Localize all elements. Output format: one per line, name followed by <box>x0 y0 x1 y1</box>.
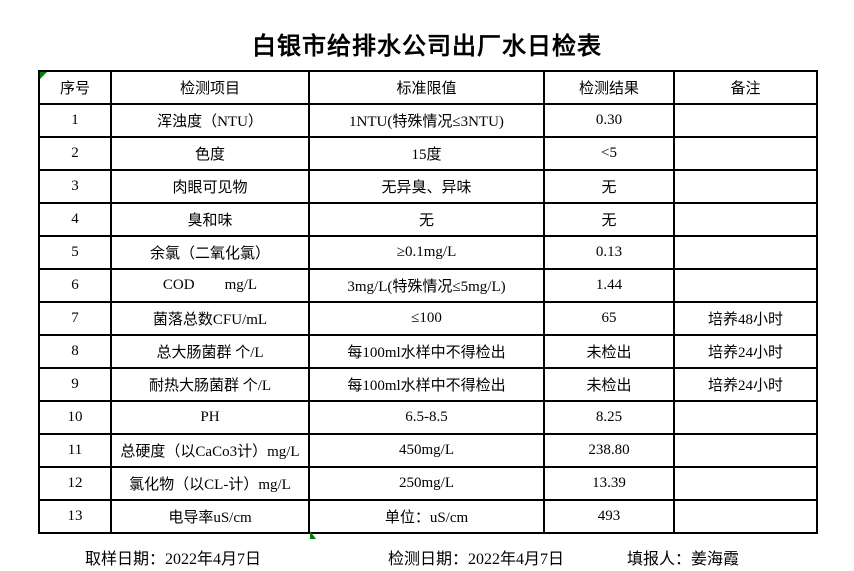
cell-no: 12 <box>38 466 112 501</box>
cell-limit: 无异臭、异味 <box>308 169 545 204</box>
cell-result: 未检出 <box>543 334 675 369</box>
cell-remark: 培养48小时 <box>673 301 818 336</box>
cell-limit: 每100ml水样中不得检出 <box>308 367 545 402</box>
green-bottom-triangle-icon <box>310 531 316 539</box>
header-result: 检测结果 <box>543 70 675 105</box>
cell-limit: ≤100 <box>308 301 545 336</box>
cell-item: 浑浊度（NTU） <box>110 103 310 138</box>
cell-remark <box>673 433 818 468</box>
footer: 取样日期：2022年4月7日 检测日期：2022年4月7日 填报人：姜海霞 <box>0 545 854 568</box>
header-no: 序号 <box>38 70 112 105</box>
inspection-table: 序号 检测项目 标准限值 检测结果 备注 1 浑浊度（NTU） 1NTU(特殊情… <box>38 70 818 534</box>
cell-no: 11 <box>38 433 112 468</box>
cell-limit: 15度 <box>308 136 545 171</box>
cell-result: 8.25 <box>543 400 675 435</box>
cell-remark <box>673 466 818 501</box>
cell-item: 臭和味 <box>110 202 310 237</box>
table-row: 12 氯化物（以CL-计）mg/L 250mg/L 13.39 <box>38 466 818 501</box>
table-row: 6 COD mg/L 3mg/L(特殊情况≤5mg/L) 1.44 <box>38 268 818 303</box>
sampling-date: 取样日期：2022年4月7日 <box>85 551 262 568</box>
green-corner-triangle-icon <box>40 72 47 79</box>
cell-result: 无 <box>543 169 675 204</box>
cell-remark <box>673 400 818 435</box>
table-row: 5 余氯（二氧化氯） ≥0.1mg/L 0.13 <box>38 235 818 270</box>
cell-remark: 培养24小时 <box>673 334 818 369</box>
cell-limit: 3mg/L(特殊情况≤5mg/L) <box>308 268 545 303</box>
table-row: 9 耐热大肠菌群 个/L 每100ml水样中不得检出 未检出 培养24小时 <box>38 367 818 402</box>
cell-no: 5 <box>38 235 112 270</box>
cell-no: 4 <box>38 202 112 237</box>
cell-result: 238.80 <box>543 433 675 468</box>
cell-remark <box>673 268 818 303</box>
table-row: 4 臭和味 无 无 <box>38 202 818 237</box>
cell-remark <box>673 103 818 138</box>
cell-item: PH <box>110 400 310 435</box>
cell-result: 无 <box>543 202 675 237</box>
cell-item: 电导率uS/cm <box>110 499 310 534</box>
table-row: 3 肉眼可见物 无异臭、异味 无 <box>38 169 818 204</box>
cell-no: 7 <box>38 301 112 336</box>
table-row: 13 电导率uS/cm 单位：uS/cm 493 <box>38 499 818 534</box>
cell-limit: 每100ml水样中不得检出 <box>308 334 545 369</box>
cell-limit: 无 <box>308 202 545 237</box>
header-limit: 标准限值 <box>308 70 545 105</box>
cell-limit: 1NTU(特殊情况≤3NTU) <box>308 103 545 138</box>
cell-item: 余氯（二氧化氯） <box>110 235 310 270</box>
cell-remark <box>673 136 818 171</box>
cell-limit: 6.5-8.5 <box>308 400 545 435</box>
table-row: 1 浑浊度（NTU） 1NTU(特殊情况≤3NTU) 0.30 <box>38 103 818 138</box>
cell-item: 菌落总数CFU/mL <box>110 301 310 336</box>
cell-no: 10 <box>38 400 112 435</box>
cell-item: 氯化物（以CL-计）mg/L <box>110 466 310 501</box>
cell-item: 耐热大肠菌群 个/L <box>110 367 310 402</box>
cell-item: 色度 <box>110 136 310 171</box>
cell-remark <box>673 202 818 237</box>
testing-date: 检测日期：2022年4月7日 <box>388 551 565 568</box>
reporter: 填报人：姜海霞 <box>627 551 740 568</box>
header-item: 检测项目 <box>110 70 310 105</box>
cell-item: COD mg/L <box>110 268 310 303</box>
cell-no: 6 <box>38 268 112 303</box>
cell-no: 9 <box>38 367 112 402</box>
cell-result: 1.44 <box>543 268 675 303</box>
header-row: 序号 检测项目 标准限值 检测结果 备注 <box>38 70 818 105</box>
table-row: 8 总大肠菌群 个/L 每100ml水样中不得检出 未检出 培养24小时 <box>38 334 818 369</box>
cell-result: 493 <box>543 499 675 534</box>
cell-no: 8 <box>38 334 112 369</box>
cell-result: 65 <box>543 301 675 336</box>
cell-remark <box>673 169 818 204</box>
table-row: 7 菌落总数CFU/mL ≤100 65 培养48小时 <box>38 301 818 336</box>
table-row: 2 色度 15度 <5 <box>38 136 818 171</box>
header-remark: 备注 <box>673 70 818 105</box>
table-row: 10 PH 6.5-8.5 8.25 <box>38 400 818 435</box>
cell-remark <box>673 499 818 534</box>
cell-result: 0.13 <box>543 235 675 270</box>
cell-item: 总硬度（以CaCo3计）mg/L <box>110 433 310 468</box>
cell-result: <5 <box>543 136 675 171</box>
cell-result: 0.30 <box>543 103 675 138</box>
cell-no: 13 <box>38 499 112 534</box>
cell-item: 总大肠菌群 个/L <box>110 334 310 369</box>
cell-no: 1 <box>38 103 112 138</box>
cell-remark: 培养24小时 <box>673 367 818 402</box>
page-title: 白银市给排水公司出厂水日检表 <box>252 34 602 60</box>
cell-limit: 单位：uS/cm <box>308 499 545 534</box>
cell-no: 2 <box>38 136 112 171</box>
cell-remark <box>673 235 818 270</box>
cell-no: 3 <box>38 169 112 204</box>
cell-result: 13.39 <box>543 466 675 501</box>
cell-limit: ≥0.1mg/L <box>308 235 545 270</box>
cell-result: 未检出 <box>543 367 675 402</box>
cell-item: 肉眼可见物 <box>110 169 310 204</box>
cell-limit: 250mg/L <box>308 466 545 501</box>
cell-limit: 450mg/L <box>308 433 545 468</box>
table-row: 11 总硬度（以CaCo3计）mg/L 450mg/L 238.80 <box>38 433 818 468</box>
